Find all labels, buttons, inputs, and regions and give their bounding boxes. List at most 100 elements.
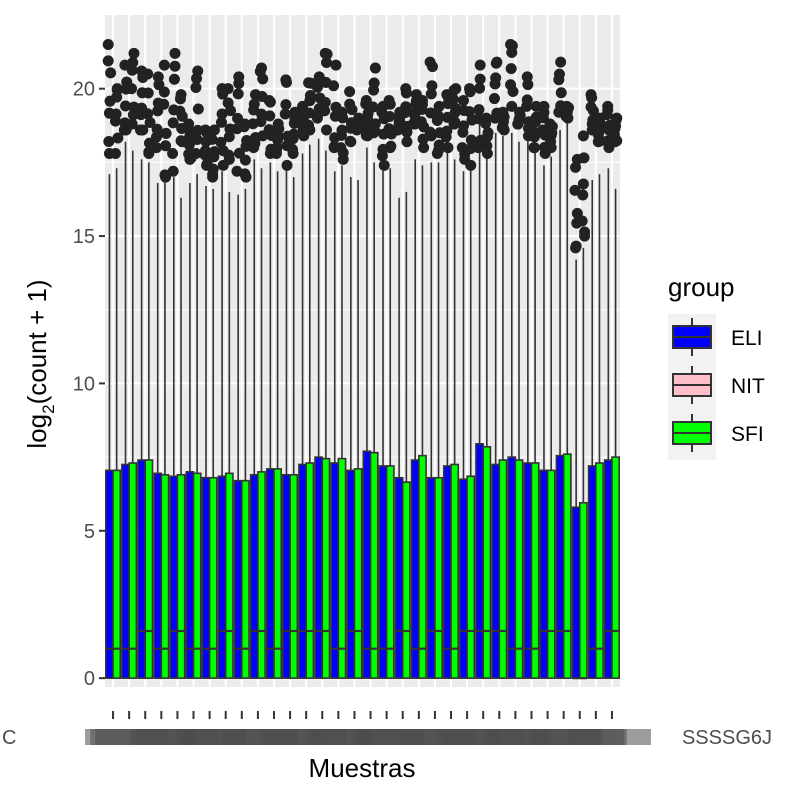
outlier-point xyxy=(448,118,460,130)
outlier-point xyxy=(238,121,250,133)
box-body xyxy=(562,453,572,679)
outlier-point xyxy=(272,130,284,142)
outlier-point xyxy=(496,109,508,121)
box-body xyxy=(523,462,533,679)
outlier-point xyxy=(335,142,347,154)
box-body xyxy=(353,468,363,679)
outlier-point xyxy=(522,79,534,91)
box-body xyxy=(330,462,340,679)
outlier-point xyxy=(280,76,292,88)
outlier-point xyxy=(280,99,292,111)
outlier-point xyxy=(576,215,588,227)
outlier-point xyxy=(142,68,154,80)
outlier-point xyxy=(174,93,186,105)
outlier-point xyxy=(474,82,486,94)
outlier-point xyxy=(336,124,348,136)
outlier-point xyxy=(109,148,121,160)
outlier-point xyxy=(538,106,550,118)
outlier-point xyxy=(369,118,381,130)
x-tick-label: C xyxy=(2,727,16,749)
outlier-point xyxy=(585,101,597,113)
y-axis: 0 5 10 15 20 xyxy=(73,79,105,690)
outlier-point xyxy=(442,142,454,154)
outlier-point xyxy=(144,116,156,128)
outlier-point xyxy=(555,87,567,99)
outlier-point xyxy=(330,59,342,71)
box-body xyxy=(578,501,588,679)
outlier-point xyxy=(191,133,203,145)
outlier-point xyxy=(337,112,349,124)
outlier-point xyxy=(505,79,517,91)
box-body xyxy=(434,476,443,679)
outlier-point xyxy=(169,47,181,59)
box-body xyxy=(491,463,501,679)
box-body xyxy=(153,472,163,679)
box-body xyxy=(176,473,186,679)
box-body xyxy=(394,476,404,679)
outlier-point xyxy=(610,120,622,132)
outlier-point xyxy=(555,56,567,68)
box-body xyxy=(442,465,452,679)
outlier-point xyxy=(481,148,493,160)
outlier-point xyxy=(345,136,357,148)
legend: group ELI NIT SFI xyxy=(668,272,765,460)
outlier-point xyxy=(304,90,316,102)
y-tick-label: 20 xyxy=(73,79,95,101)
outlier-point xyxy=(474,59,486,71)
box-body xyxy=(603,459,613,679)
outlier-point xyxy=(570,161,582,173)
outlier-point xyxy=(199,145,211,157)
outlier-point xyxy=(328,80,340,92)
outlier-point xyxy=(320,57,332,69)
outlier-point xyxy=(239,154,251,166)
outlier-point xyxy=(215,116,227,128)
outlier-point xyxy=(312,77,324,89)
outlier-point xyxy=(143,148,155,160)
y-axis-title-sub: 2 xyxy=(39,404,58,413)
outlier-point xyxy=(383,123,395,135)
box-body xyxy=(385,465,395,679)
outlier-point xyxy=(160,171,172,183)
outlier-point xyxy=(577,130,589,142)
y-tick-label: 5 xyxy=(84,521,95,543)
box-body xyxy=(530,462,540,679)
outlier-point xyxy=(464,86,476,98)
outlier-point xyxy=(602,104,614,116)
outlier-point xyxy=(457,120,469,132)
outlier-point xyxy=(183,139,195,151)
outlier-point xyxy=(279,108,291,120)
outlier-point xyxy=(577,189,589,201)
outlier-point xyxy=(158,59,170,71)
outlier-point xyxy=(351,124,363,136)
y-axis-title-rest: (count + 1) xyxy=(22,279,52,404)
legend-key-eli xyxy=(672,318,712,356)
outlier-point xyxy=(264,96,276,108)
outlier-point xyxy=(241,134,253,146)
y-tick-label: 15 xyxy=(73,226,95,248)
outlier-point xyxy=(417,133,429,145)
box-body xyxy=(273,468,283,679)
box-body xyxy=(555,454,565,679)
outlier-point xyxy=(465,134,477,146)
box-body xyxy=(418,454,427,679)
outlier-point xyxy=(609,136,621,148)
outlier-point xyxy=(498,124,510,136)
outlier-point xyxy=(126,83,138,95)
box-body xyxy=(378,465,388,679)
outlier-point xyxy=(472,142,484,154)
outlier-point xyxy=(425,130,437,142)
legend-label-nit: NIT xyxy=(731,375,765,398)
box-body xyxy=(192,472,202,679)
outlier-point xyxy=(577,178,589,190)
outlier-point xyxy=(530,100,542,112)
outlier-point xyxy=(120,100,132,112)
x-tick-label-overlap xyxy=(572,729,651,745)
box-body xyxy=(611,456,620,679)
outlier-point xyxy=(151,123,163,135)
outlier-point xyxy=(208,124,220,136)
outlier-point xyxy=(441,125,453,137)
outlier-point xyxy=(448,84,460,96)
legend-label-sfi: SFI xyxy=(731,423,764,446)
box-body xyxy=(401,481,411,679)
